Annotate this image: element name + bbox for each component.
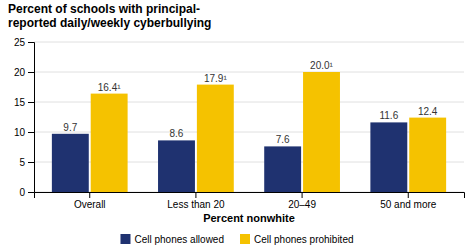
- data-label: 17.9¹: [204, 73, 227, 84]
- data-label: 12.4: [418, 106, 438, 117]
- y-tick: 10: [14, 127, 34, 138]
- x-tick-mark: [408, 192, 409, 198]
- y-tick: 25: [14, 37, 34, 48]
- bar: [158, 140, 195, 192]
- x-tick: Less than 20: [167, 192, 225, 210]
- title: Percent of schools with principal-report…: [8, 2, 211, 30]
- y-tick-label: 15: [14, 97, 26, 108]
- legend-label: Cell phones allowed: [134, 234, 224, 245]
- bar: [197, 85, 234, 192]
- x-tick-mark: [89, 192, 90, 198]
- data-label: 7.6: [276, 134, 290, 145]
- grid: [34, 42, 464, 192]
- y-tick-label: 10: [14, 127, 26, 138]
- y-tick: 20: [14, 67, 34, 78]
- y-tick-mark: [28, 72, 34, 73]
- legend-item: Cell phones prohibited: [240, 234, 354, 245]
- y-tick-mark: [28, 192, 34, 193]
- bar: [91, 94, 128, 192]
- x-axis: Overall Less than 20 20–49 50 and more: [35, 192, 465, 210]
- data-label: 20.0¹: [310, 60, 333, 71]
- legend-swatch: [240, 234, 250, 244]
- y-tick-mark: [28, 102, 34, 103]
- legend-item: Cell phones allowed: [120, 234, 224, 245]
- y-axis-line: [28, 43, 35, 193]
- y-tick-label: 25: [14, 37, 26, 48]
- data-label: 8.6: [170, 128, 184, 139]
- bar: [303, 72, 340, 192]
- legend-swatch: [120, 234, 130, 244]
- x-axis-line: [35, 193, 465, 199]
- x-tick: 20–49: [288, 192, 316, 210]
- x-axis-title: Percent nonwhite: [203, 212, 295, 224]
- x-tick-mark: [302, 192, 303, 198]
- y-tick-mark: [28, 132, 34, 133]
- chart: 0 5 10 15 20 25 Overall Less than 20 20–49 50 and…: [0, 0, 474, 250]
- y-tick: 15: [14, 97, 34, 108]
- y-tick: 0: [19, 187, 34, 198]
- grid-line: [34, 72, 464, 73]
- bar: [52, 134, 89, 192]
- data-label: 16.4¹: [98, 82, 121, 93]
- x-tick-label: 50 and more: [380, 199, 437, 210]
- data-label: 9.7: [63, 122, 77, 133]
- y-tick-label: 5: [19, 157, 25, 168]
- y-tick-label: 0: [19, 187, 25, 198]
- bar: [409, 118, 446, 192]
- x-tick-label: Less than 20: [167, 199, 225, 210]
- y-axis: 0 5 10 15 20 25: [14, 37, 35, 198]
- x-tick-label: Overall: [74, 199, 106, 210]
- y-tick-mark: [28, 42, 34, 43]
- bar: [264, 146, 301, 192]
- data-labels: 9.7 8.6 7.6 11.6 16.4¹ 17.9¹ 20.0¹ 12.4: [63, 60, 437, 145]
- y-tick: 5: [19, 157, 34, 168]
- data-label: 11.6: [379, 110, 398, 121]
- grid-line: [34, 42, 464, 43]
- y-tick-label: 20: [14, 67, 26, 78]
- legend: Cell phones allowed Cell phones prohibite…: [120, 234, 353, 245]
- legend-label: Cell phones prohibited: [254, 234, 354, 245]
- x-tick: Overall: [74, 192, 106, 210]
- x-tick-mark: [195, 192, 196, 198]
- x-tick: 50 and more: [380, 192, 437, 210]
- bar: [370, 122, 407, 192]
- y-tick-mark: [28, 162, 34, 163]
- x-tick-label: 20–49: [288, 199, 316, 210]
- bars: [52, 72, 446, 192]
